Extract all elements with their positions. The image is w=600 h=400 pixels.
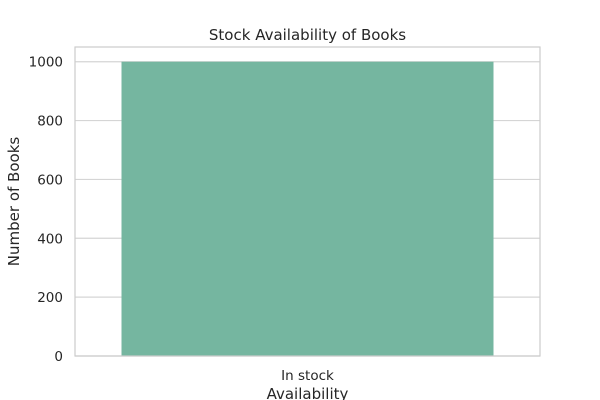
y-axis-ticks: 0 200 400 600 800 1000: [29, 55, 63, 365]
bar-in-stock: [121, 61, 494, 356]
x-axis-ticks: In stock: [281, 368, 334, 384]
y-tick-label: 800: [37, 114, 63, 130]
bars: [121, 61, 494, 356]
chart-title: Stock Availability of Books: [209, 26, 406, 44]
y-tick-label: 1000: [29, 55, 63, 71]
y-tick-label: 400: [37, 231, 63, 247]
x-axis-label: Availability: [267, 385, 349, 400]
y-axis-label: Number of Books: [5, 137, 23, 267]
x-tick-label: In stock: [281, 368, 334, 384]
y-tick-label: 0: [54, 349, 63, 365]
y-tick-label: 200: [37, 290, 63, 306]
y-tick-label: 600: [37, 172, 63, 188]
plot-frame: [74, 46, 541, 357]
